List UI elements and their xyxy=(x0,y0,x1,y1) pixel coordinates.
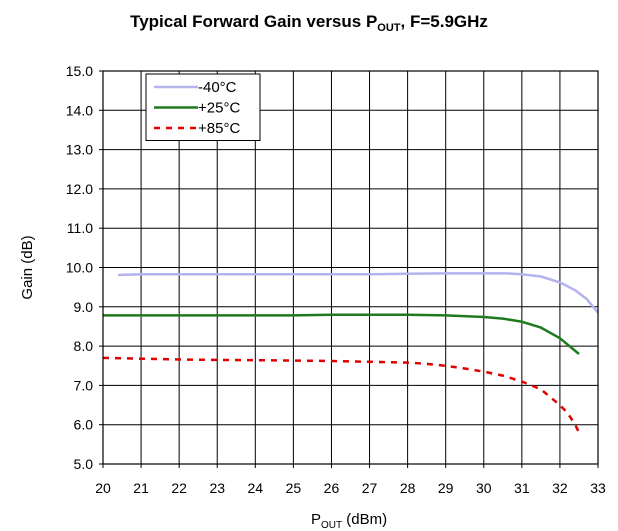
x-tick-label: 28 xyxy=(400,480,416,496)
x-axis-label: POUT (dBm) xyxy=(311,511,387,531)
x-tick-label: 22 xyxy=(171,480,187,496)
x-tick-label: 27 xyxy=(362,480,378,496)
y-tick-label: 12.0 xyxy=(66,181,93,197)
series-line-1 xyxy=(103,313,580,355)
series-line-2 xyxy=(102,356,581,434)
x-tick-label: 25 xyxy=(286,480,302,496)
x-tick-label: 31 xyxy=(514,480,530,496)
x-tick-label: 21 xyxy=(133,480,149,496)
chart-title: Typical Forward Gain versus POUT, F=5.9G… xyxy=(130,12,488,34)
chart-title-subscript: OUT xyxy=(377,22,401,34)
y-tick-label: 5.0 xyxy=(74,456,94,472)
x-tick-label: 29 xyxy=(438,480,454,496)
legend-label-1: +25°C xyxy=(198,100,240,117)
chart-title-suffix: , F=5.9GHz xyxy=(401,12,488,31)
x-tick-label: 20 xyxy=(95,480,111,496)
y-tick-label: 13.0 xyxy=(66,142,93,158)
x-tick-label: 23 xyxy=(209,480,225,496)
x-tick-label: 24 xyxy=(248,480,264,496)
x-tick-label: 30 xyxy=(476,480,492,496)
chart-title-prefix: Typical Forward Gain versus P xyxy=(130,12,377,31)
y-tick-label: 11.0 xyxy=(67,220,93,236)
y-axis-label: Gain (dB) xyxy=(19,235,36,299)
y-tick-label: 8.0 xyxy=(74,338,94,354)
x-axis-label-suffix: (dBm) xyxy=(342,511,387,528)
y-tick-label: 9.0 xyxy=(74,299,94,315)
y-tick-label: 10.0 xyxy=(66,260,93,276)
legend-label-0: -40°C xyxy=(198,79,237,96)
y-tick-label: 15.0 xyxy=(66,63,93,79)
x-axis-label-prefix: P xyxy=(311,511,321,528)
y-tick-label: 6.0 xyxy=(74,417,94,433)
y-tick-label: 7.0 xyxy=(74,377,94,393)
x-tick-label: 33 xyxy=(590,480,606,496)
x-axis-label-subscript: OUT xyxy=(321,520,342,531)
series-line-0 xyxy=(118,272,599,314)
legend-label-2: +85°C xyxy=(198,120,240,137)
x-tick-label: 26 xyxy=(324,480,340,496)
x-tick-label: 32 xyxy=(552,480,568,496)
y-tick-label: 14.0 xyxy=(66,102,93,118)
